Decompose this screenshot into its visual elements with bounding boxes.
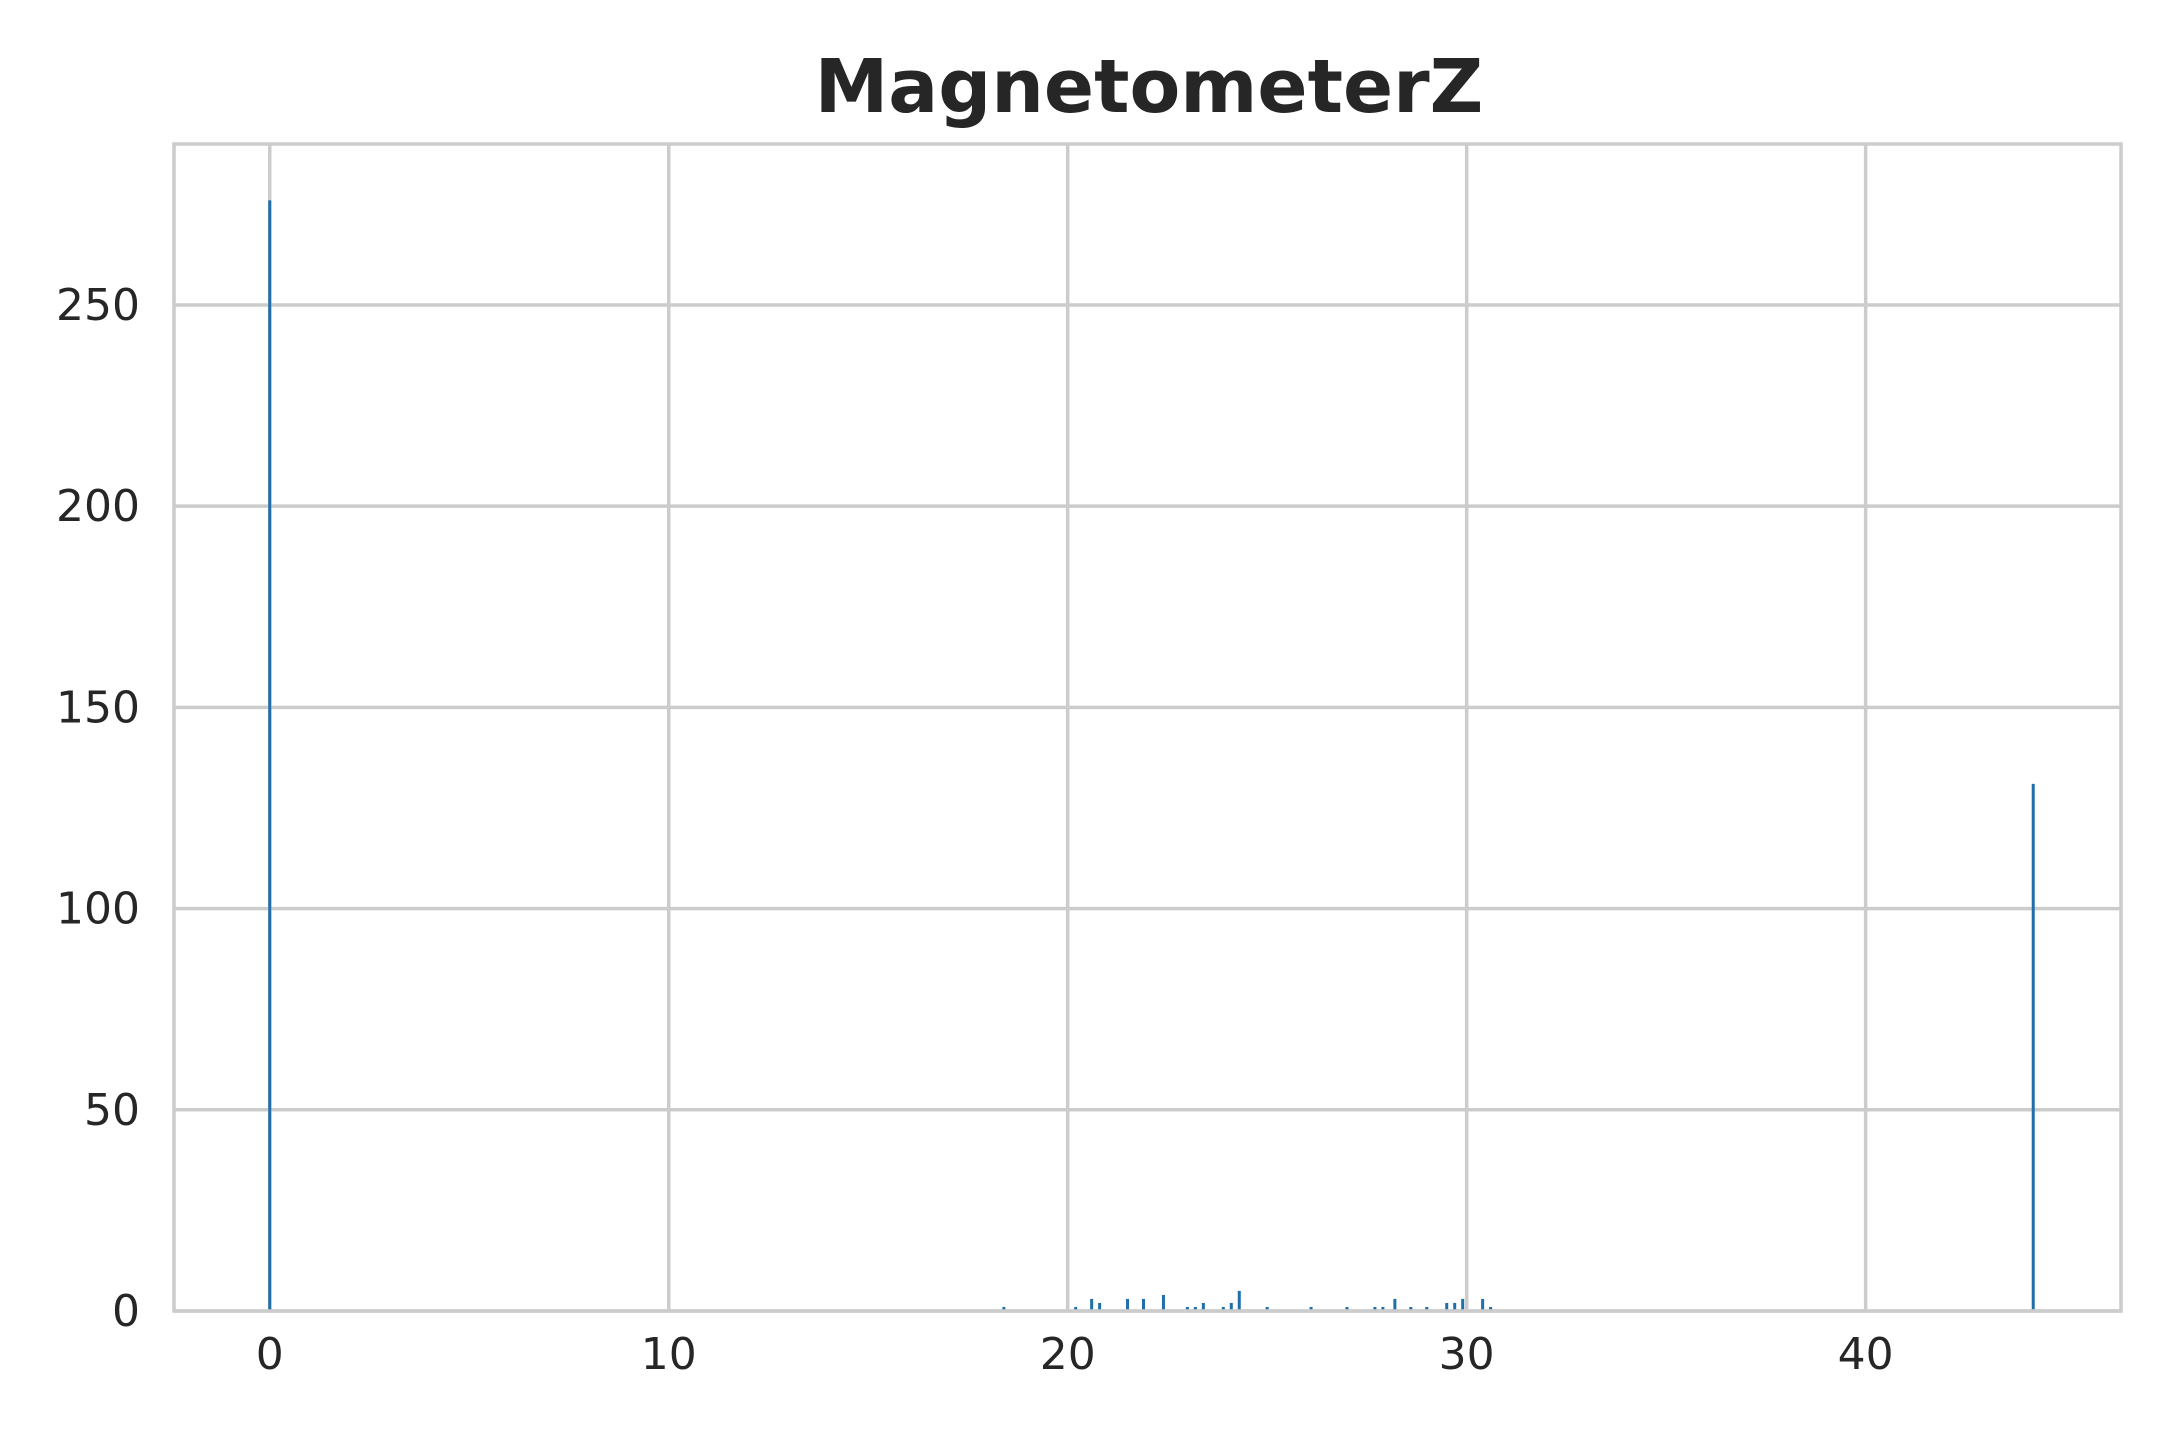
histogram-bar [1461, 1298, 1465, 1311]
histogram-bar [1409, 1306, 1413, 1311]
histogram-bar [1489, 1306, 1493, 1311]
histogram-bar [1142, 1298, 1146, 1311]
histogram-bar [1445, 1302, 1449, 1311]
histogram-bar [1161, 1294, 1165, 1311]
histogram-bar [1193, 1306, 1197, 1311]
histogram-bar [1098, 1302, 1102, 1311]
y-tick-label: 250 [56, 280, 140, 331]
histogram-bar [2031, 783, 2035, 1311]
histogram-bar [1381, 1306, 1385, 1311]
y-tick-label: 200 [56, 481, 140, 532]
y-tick-label: 100 [56, 884, 140, 935]
x-tick-label: 0 [256, 1329, 284, 1380]
x-tick-label: 40 [1838, 1329, 1894, 1380]
x-tick-label: 30 [1439, 1329, 1495, 1380]
histogram-bar [1126, 1298, 1130, 1311]
histogram-bar [1309, 1306, 1313, 1311]
histogram-bar [1393, 1298, 1397, 1311]
histogram-bar [1229, 1302, 1233, 1311]
histogram-bar [1345, 1306, 1349, 1311]
chart-title: MagnetometerZ [815, 44, 1484, 130]
histogram-bar [1090, 1298, 1094, 1311]
histogram-bar [1002, 1306, 1006, 1311]
x-tick-label: 10 [641, 1329, 697, 1380]
histogram-bar [1185, 1306, 1189, 1311]
histogram-bar [1373, 1306, 1377, 1311]
axes-frame [172, 142, 2123, 1313]
histogram-bar [1481, 1298, 1485, 1311]
histogram-bar [1453, 1302, 1457, 1311]
x-axis-ticks: 0 10 20 30 40 [256, 1329, 1894, 1380]
histogram-bar [1201, 1302, 1205, 1311]
y-axis-ticks: 0 50 100 150 200 250 [56, 280, 140, 1337]
histogram-bar [1237, 1290, 1241, 1311]
histogram-bar [268, 200, 272, 1312]
histogram-bar [1425, 1306, 1429, 1311]
y-tick-label: 0 [112, 1286, 140, 1337]
y-tick-label: 50 [84, 1085, 140, 1136]
histogram-bar [1265, 1306, 1269, 1311]
x-tick-label: 20 [1040, 1329, 1096, 1380]
histogram-bar [1074, 1306, 1078, 1311]
y-tick-label: 150 [56, 682, 140, 733]
histogram-bar [1221, 1306, 1225, 1311]
bars [268, 200, 2035, 1312]
